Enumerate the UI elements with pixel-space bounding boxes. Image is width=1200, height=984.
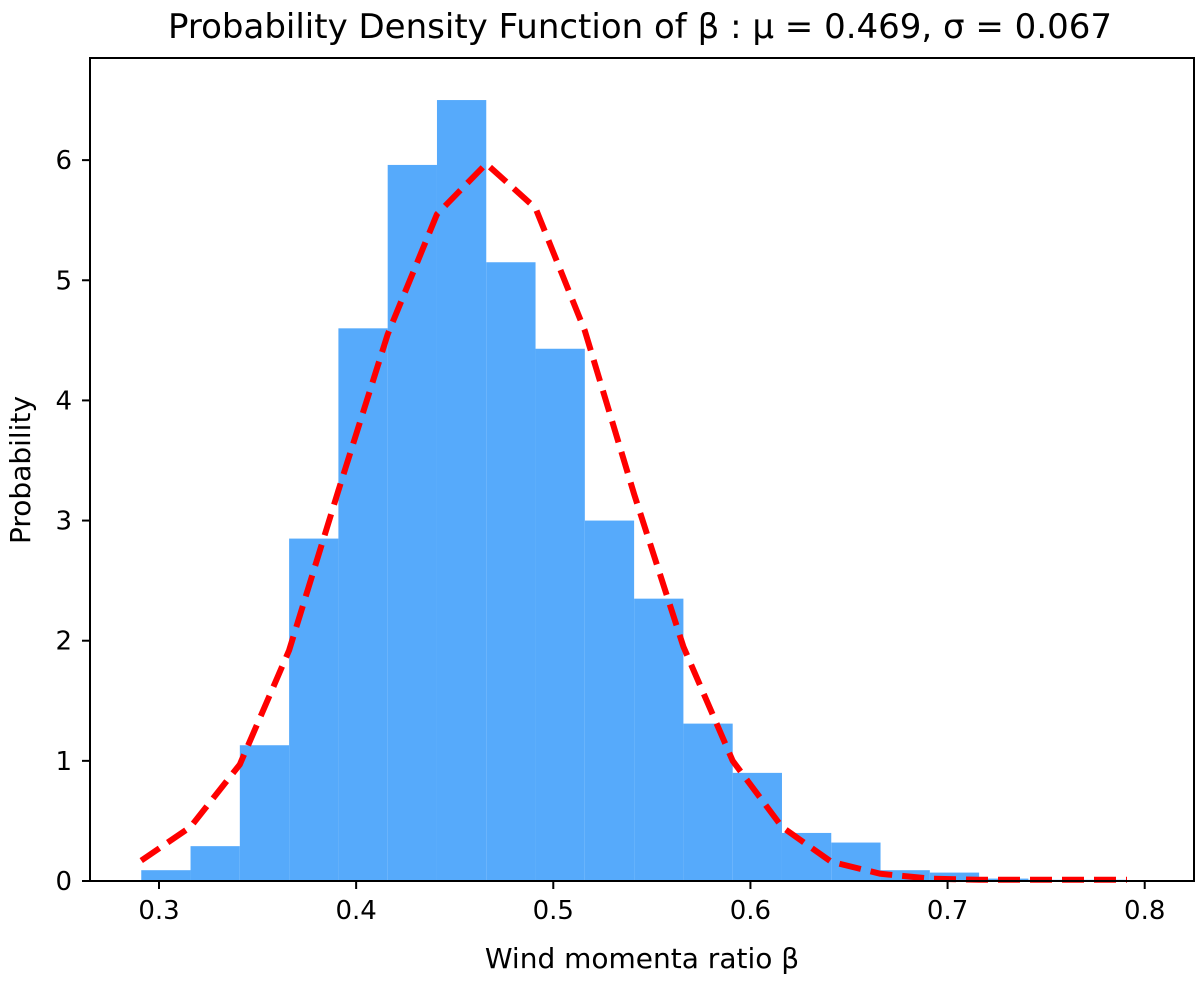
- x-tick-label-5: 0.8: [1124, 896, 1165, 926]
- pdf-curve: [139, 160, 1127, 883]
- x-tick-label-4: 0.7: [927, 896, 968, 926]
- y-tick-label-2: 2: [55, 627, 72, 657]
- y-tick-label-0: 0: [55, 867, 72, 897]
- pdf-curve-layer: [139, 160, 1127, 883]
- histogram-bars: [141, 100, 1127, 882]
- y-tick-label-6: 6: [55, 146, 72, 176]
- histogram-bar-1: [190, 846, 240, 881]
- histogram-bar-7: [486, 262, 536, 881]
- histogram-bar-10: [634, 598, 684, 881]
- x-axis-ticks: 0.3 0.4 0.5 0.6 0.7 0.8: [138, 881, 1165, 926]
- plot-frame: [89, 57, 1195, 882]
- histogram-bar-2: [239, 745, 290, 881]
- y-tick-label-4: 4: [55, 386, 72, 416]
- x-tick-label-1: 0.4: [335, 896, 376, 926]
- x-tick-label-3: 0.6: [730, 896, 771, 926]
- x-tick-label-0: 0.3: [138, 896, 179, 926]
- histogram-bar-9: [584, 520, 635, 881]
- histogram-bar-11: [683, 723, 733, 881]
- histogram-bar-6: [436, 100, 487, 882]
- y-tick-label-1: 1: [55, 747, 72, 777]
- histogram-bar-8: [535, 348, 585, 881]
- histogram-bar-0: [141, 870, 191, 881]
- chart-title: Probability Density Function of β : μ = …: [168, 7, 1112, 47]
- y-tick-label-3: 3: [55, 507, 72, 537]
- y-axis-ticks: 0 1 2 3 4 5 6: [55, 146, 90, 897]
- histogram-bar-14: [831, 842, 881, 881]
- x-axis-label: Wind momenta ratio β: [485, 942, 799, 975]
- x-tick-label-2: 0.5: [533, 896, 574, 926]
- histogram-bar-4: [338, 328, 388, 881]
- histogram-bar-5: [387, 164, 437, 881]
- histogram-bar-3: [289, 538, 339, 881]
- y-axis-label: Probability: [4, 396, 37, 544]
- y-tick-label-5: 5: [55, 266, 72, 296]
